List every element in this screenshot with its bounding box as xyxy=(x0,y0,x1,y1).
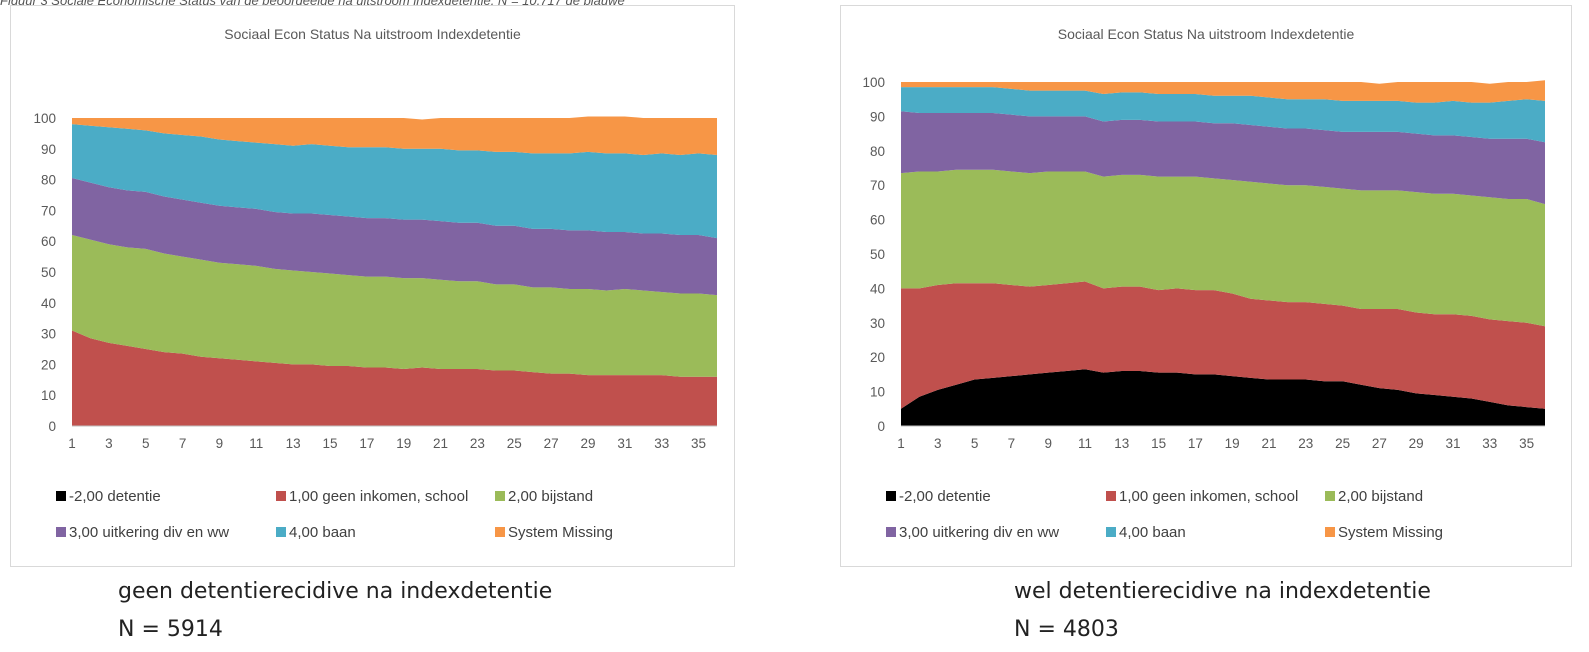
x-tick-label: 3 xyxy=(934,436,942,451)
y-tick-label: 30 xyxy=(870,316,885,331)
area-series-3 xyxy=(901,111,1545,205)
y-tick-label: 90 xyxy=(41,142,56,157)
x-tick-label: 27 xyxy=(1372,436,1387,451)
x-tick-label: 31 xyxy=(617,436,632,451)
caption-left-n: N = 5914 xyxy=(118,617,223,642)
chart-title: Sociaal Econ Status Na uitstroom Indexde… xyxy=(1057,26,1355,42)
x-tick-label: 13 xyxy=(286,436,301,451)
x-tick-label: 31 xyxy=(1445,436,1460,451)
area-series-1 xyxy=(901,281,1545,409)
x-tick-label: 5 xyxy=(142,436,150,451)
y-tick-label: 100 xyxy=(862,75,885,90)
y-tick-label: 0 xyxy=(877,419,885,434)
x-tick-label: 15 xyxy=(322,436,337,451)
y-tick-label: 70 xyxy=(870,178,885,193)
x-tick-label: 1 xyxy=(897,436,905,451)
area-series-1 xyxy=(72,330,717,426)
y-tick-label: 40 xyxy=(41,296,56,311)
y-tick-label: 90 xyxy=(870,109,885,124)
x-tick-label: 29 xyxy=(1409,436,1424,451)
x-tick-label: 33 xyxy=(1482,436,1497,451)
y-tick-label: 60 xyxy=(41,234,56,249)
x-tick-label: 35 xyxy=(1519,436,1534,451)
x-tick-label: 35 xyxy=(691,436,706,451)
x-tick-label: 7 xyxy=(1008,436,1016,451)
area-series-5 xyxy=(901,80,1545,103)
x-tick-label: 17 xyxy=(359,436,374,451)
x-tick-label: 23 xyxy=(1298,436,1313,451)
figure-caption-top: Figuur 3 Sociale Economische Status van … xyxy=(0,0,625,8)
x-tick-label: 9 xyxy=(216,436,224,451)
x-tick-label: 21 xyxy=(433,436,448,451)
x-tick-label: 33 xyxy=(654,436,669,451)
area-series-2 xyxy=(901,169,1545,327)
x-tick-label: 21 xyxy=(1261,436,1276,451)
y-tick-label: 80 xyxy=(870,144,885,159)
chart-title: Sociaal Econ Status Na uitstroom Indexde… xyxy=(224,26,521,42)
x-tick-label: 11 xyxy=(1078,436,1092,451)
area-series-2 xyxy=(72,235,717,377)
y-tick-label: 80 xyxy=(41,173,56,188)
y-tick-label: 50 xyxy=(870,247,885,262)
x-tick-label: 11 xyxy=(249,436,263,451)
caption-right-group: wel detentierecidive na indexdetentie xyxy=(1014,579,1431,604)
x-tick-label: 13 xyxy=(1114,436,1129,451)
x-tick-label: 7 xyxy=(179,436,187,451)
y-tick-label: 20 xyxy=(870,350,885,365)
x-tick-label: 19 xyxy=(396,436,411,451)
area-series-4 xyxy=(72,124,717,239)
y-tick-label: 10 xyxy=(41,388,56,403)
x-tick-label: 15 xyxy=(1151,436,1166,451)
x-tick-label: 17 xyxy=(1188,436,1203,451)
x-tick-label: 9 xyxy=(1044,436,1052,451)
x-tick-label: 23 xyxy=(470,436,485,451)
x-tick-label: 3 xyxy=(105,436,113,451)
x-tick-label: 25 xyxy=(507,436,522,451)
area-series-3 xyxy=(72,178,717,296)
y-tick-label: 30 xyxy=(41,327,56,342)
caption-left-group: geen detentierecidive na indexdetentie xyxy=(118,579,553,604)
y-tick-label: 60 xyxy=(870,213,885,228)
caption-right-n: N = 4803 xyxy=(1014,617,1119,642)
y-tick-label: 70 xyxy=(41,203,56,218)
x-tick-label: 1 xyxy=(68,436,76,451)
area-series-5 xyxy=(72,116,717,155)
y-tick-label: 20 xyxy=(41,357,56,372)
y-tick-label: 100 xyxy=(33,111,56,126)
y-tick-label: 10 xyxy=(870,385,885,400)
y-tick-label: 0 xyxy=(48,419,56,434)
area-series-0 xyxy=(901,369,1545,426)
y-tick-label: 50 xyxy=(41,265,56,280)
x-tick-label: 27 xyxy=(544,436,559,451)
chart-panel-no-recidive: Sociaal Econ Status Na uitstroom Indexde… xyxy=(10,5,735,567)
x-tick-label: 5 xyxy=(971,436,979,451)
x-tick-label: 19 xyxy=(1225,436,1240,451)
x-tick-label: 29 xyxy=(580,436,595,451)
y-tick-label: 40 xyxy=(870,281,885,296)
chart-panel-recidive: Sociaal Econ Status Na uitstroom Indexde… xyxy=(840,5,1572,567)
x-tick-label: 25 xyxy=(1335,436,1350,451)
